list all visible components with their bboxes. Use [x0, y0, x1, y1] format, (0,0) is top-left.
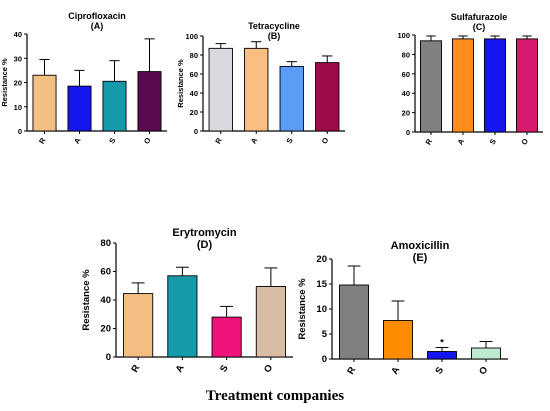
bar-R — [419, 40, 443, 133]
bar-A — [383, 320, 413, 360]
bar-S — [279, 65, 304, 132]
y-tick-label: 100 — [397, 31, 410, 40]
y-tick-label: 80 — [402, 50, 410, 59]
y-tick-label: 30 — [14, 54, 22, 63]
y-axis-label: Resistance % — [0, 58, 9, 107]
y-tick-label: 100 — [185, 32, 198, 41]
chart-subtitle: (C) — [473, 22, 486, 32]
y-tick-label: 40 — [402, 89, 410, 98]
bar-R — [339, 284, 369, 360]
y-tick-label: 40 — [190, 89, 198, 98]
chart-panel-2: Tetracycline(B) 0 20 40 60 80 100 Resistance % R… — [176, 21, 345, 146]
x-tick-label-A: A — [249, 136, 260, 146]
chart-subtitle: (E) — [413, 252, 428, 264]
y-tick-label: 20 — [316, 254, 327, 265]
x-tick-label-A: A — [72, 136, 83, 146]
chart-panel-3: Sulfafurazole(C) 0 20 40 60 80 100 R A S O — [397, 12, 543, 147]
y-axis-label: Resistance % — [297, 278, 308, 340]
y-tick-label: 0 — [106, 352, 111, 363]
bar-O — [315, 62, 340, 132]
chart-subtitle: (B) — [268, 31, 281, 41]
x-tick-label-O: O — [142, 136, 153, 146]
y-tick-label: 20 — [190, 108, 198, 117]
chart-title: Amoxicillin — [391, 240, 450, 252]
chart-title: Ciprofloxacin — [68, 11, 126, 21]
x-tick-label-S: S — [284, 136, 294, 145]
bar-R — [123, 293, 154, 358]
chart-panel-4: Erytromycin(D) 0 20 40 60 80 Resistance % R A S O — [81, 227, 293, 375]
x-tick-label-A: A — [174, 363, 187, 375]
figure-xlabel: Treatment companies — [205, 388, 345, 404]
y-tick-label: 60 — [402, 70, 410, 79]
chart-panel-1: Ciprofloxacin(A) 0 10 20 30 40 Resistance % R A S… — [0, 11, 167, 146]
y-axis-label: Resistance % — [81, 269, 92, 331]
bar-S — [102, 80, 127, 132]
bar-O — [137, 71, 162, 132]
bar-A — [67, 85, 92, 132]
y-axis-label: Resistance % — [176, 59, 185, 108]
y-tick-label: 5 — [322, 329, 328, 340]
y-tick-label: 20 — [14, 79, 22, 88]
bar-O — [471, 347, 501, 360]
x-tick-label-S: S — [433, 365, 446, 376]
x-tick-label-A: A — [456, 137, 467, 147]
bar-S — [483, 38, 507, 133]
y-tick-label: 10 — [316, 304, 327, 315]
x-tick-label-A: A — [389, 365, 402, 377]
chart-subtitle: (D) — [197, 239, 213, 251]
chart-panel-5: Amoxicillin(E) 0 5 10 15 20 Resistance % R A * S O — [297, 240, 508, 377]
y-tick-label: 20 — [402, 109, 410, 118]
y-tick-label: 60 — [100, 267, 111, 278]
y-tick-label: 40 — [100, 295, 111, 306]
bar-S — [427, 351, 457, 360]
significance-mark: * — [440, 338, 444, 349]
y-tick-label: 0 — [194, 127, 198, 136]
x-tick-label-R: R — [213, 136, 224, 146]
x-tick-label-S: S — [218, 363, 231, 374]
x-tick-label-R: R — [424, 137, 435, 147]
x-tick-label-S: S — [107, 136, 117, 145]
bar-R — [32, 74, 57, 132]
bar-O — [255, 286, 286, 358]
chart-title: Tetracycline — [248, 21, 300, 31]
bar-A — [451, 38, 475, 133]
x-tick-label-R: R — [37, 136, 48, 146]
x-tick-label-O: O — [320, 136, 331, 146]
bar-R — [208, 47, 233, 132]
chart-title: Erytromycin — [172, 227, 236, 239]
y-tick-label: 60 — [190, 70, 198, 79]
chart-subtitle: (A) — [91, 21, 104, 31]
y-tick-label: 0 — [406, 128, 410, 137]
y-tick-label: 15 — [316, 279, 327, 290]
y-tick-label: 10 — [14, 103, 22, 112]
y-tick-label: 0 — [18, 127, 22, 136]
x-tick-label-R: R — [129, 363, 142, 375]
bar-A — [244, 47, 269, 132]
bar-O — [515, 38, 539, 133]
bar-A — [167, 275, 198, 358]
y-tick-label: 40 — [14, 30, 22, 39]
y-tick-label: 80 — [100, 238, 111, 249]
x-tick-label-O: O — [519, 137, 530, 147]
x-tick-label-R: R — [345, 365, 358, 377]
y-tick-label: 80 — [190, 51, 198, 60]
y-tick-label: 0 — [322, 354, 327, 365]
bar-S — [211, 316, 242, 358]
y-tick-label: 20 — [100, 324, 111, 335]
chart-title: Sulfafurazole — [451, 12, 508, 22]
x-tick-label-O: O — [262, 363, 275, 375]
x-tick-label-O: O — [477, 365, 490, 377]
x-tick-label-S: S — [488, 137, 498, 146]
